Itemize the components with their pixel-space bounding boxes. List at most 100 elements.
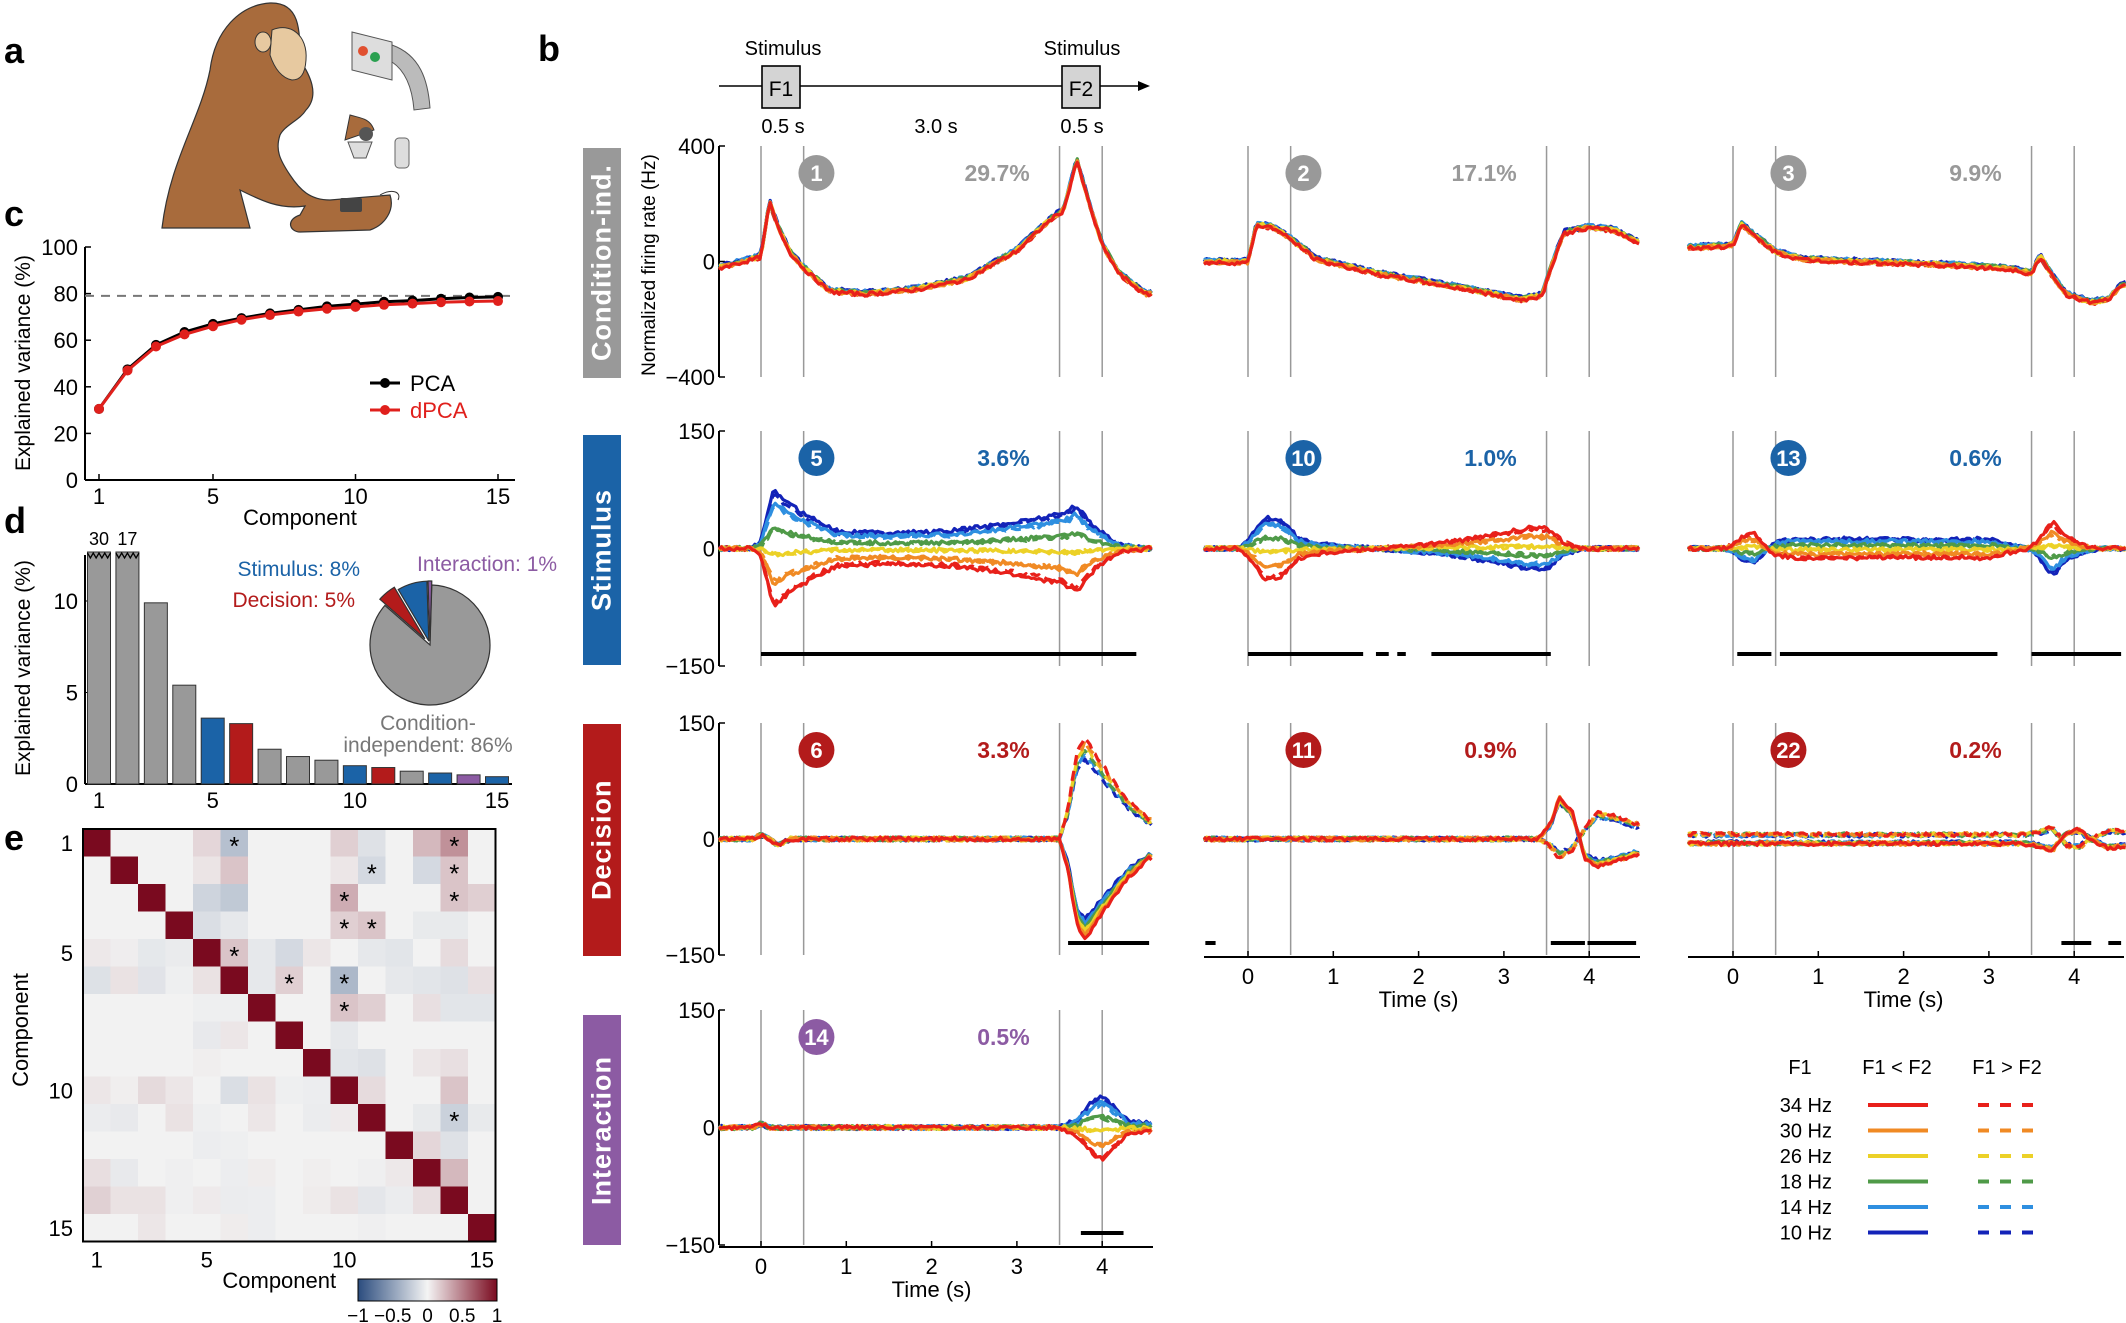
heatmap-cell <box>193 1021 221 1050</box>
trace-panel-3: 3 9.9% <box>1686 146 2126 377</box>
colorbar-tick-label: −0.5 <box>374 1306 412 1323</box>
trace-dashed-18hz <box>718 749 1152 848</box>
trace-solid-30hz <box>1203 794 1640 868</box>
c-point-dpca <box>322 303 332 314</box>
heatmap-cell <box>275 939 304 967</box>
heatmap-cell <box>358 1186 386 1215</box>
explained-variance-label: 1.0% <box>1464 445 1516 471</box>
c-legend-marker <box>380 378 390 388</box>
heatmap-cell <box>138 829 166 857</box>
b-x-tick-label: 1 <box>1327 964 1339 989</box>
heatmap-cell-diagonal <box>468 1214 496 1242</box>
c-point-dpca <box>379 299 389 310</box>
heatmap-cell <box>193 1131 221 1160</box>
heatmap-cell <box>358 1021 386 1050</box>
heatmap-cell <box>385 994 414 1022</box>
c-point-dpca <box>236 314 247 325</box>
d-bar <box>485 776 509 785</box>
heatmap-cell <box>193 911 221 940</box>
heatmap-cell-diagonal <box>275 1021 304 1050</box>
c-x-tick-label: 1 <box>93 484 105 509</box>
heatmap-cell <box>83 884 111 912</box>
heatmap-cell <box>83 1104 111 1132</box>
heatmap-cell <box>330 911 359 940</box>
explained-variance-label: 3.3% <box>977 737 1029 763</box>
component-badge <box>798 155 835 191</box>
heatmap-cell-diagonal <box>83 829 111 857</box>
b-x-tick-label: 4 <box>2068 964 2080 989</box>
heatmap-cell <box>275 829 304 857</box>
heatmap-cell <box>248 911 276 940</box>
heatmap-cell <box>220 1214 249 1242</box>
c-x-tick-label: 15 <box>486 484 510 509</box>
d-bar <box>200 717 225 785</box>
heatmap-cell <box>275 1186 304 1215</box>
heatmap-cell <box>193 1186 221 1215</box>
d-bar <box>257 748 282 785</box>
monkey-body <box>161 2 392 233</box>
component-number: 14 <box>804 1025 829 1050</box>
trace-solid-34hz <box>1203 223 1640 303</box>
f2-duration: 0.5 s <box>1060 116 1103 138</box>
heatmap-cell-diagonal <box>110 856 139 885</box>
f1-box <box>761 65 801 109</box>
heatmap-cell <box>275 1159 304 1187</box>
monkey-face <box>269 27 307 81</box>
heatmap-cell <box>138 856 166 885</box>
heatmap-cell <box>413 1186 441 1215</box>
heatmap-cell <box>413 1104 441 1132</box>
b-y-tick-label: −150 <box>665 943 715 968</box>
explained-variance-label: 17.1% <box>1451 160 1516 186</box>
heatmap-cell <box>330 856 359 885</box>
heatmap-cell <box>413 1214 441 1242</box>
heatmap-cell <box>248 966 276 995</box>
heatmap-cell-diagonal <box>193 939 221 967</box>
panel-label-d: d <box>4 500 26 541</box>
trace-panel-14: 150 0 −150 0 1 2 3 4 Time (s) 14 0.5% <box>665 998 1153 1302</box>
heatmap-cell <box>110 966 139 995</box>
heatmap-cell <box>165 1049 194 1077</box>
trace-solid-30hz <box>718 159 1152 297</box>
heatmap-cell <box>165 1159 194 1187</box>
heatmap-cell <box>248 1214 276 1242</box>
heatmap-cell <box>413 994 441 1022</box>
e-y-tick-label: 10 <box>49 1078 73 1103</box>
wrist-band <box>340 198 362 212</box>
heatmap-cell-diagonal <box>413 1159 441 1187</box>
timeline-arrow-icon <box>1138 81 1150 91</box>
f1-label: F1 <box>769 78 794 101</box>
heatmap-cell <box>358 856 386 885</box>
significance-asterisk: * <box>339 996 349 1026</box>
legend-header-f1-less-f2: F1 < F2 <box>1862 1057 1931 1079</box>
d-bar <box>87 551 111 785</box>
b-x-tick-label: 1 <box>840 1254 852 1279</box>
heatmap-cell <box>440 829 469 857</box>
trace-dashed-34hz <box>1687 825 2126 851</box>
heatmap-cell-diagonal <box>385 1131 414 1160</box>
c-point-dpca <box>407 298 418 309</box>
heatmap-cell <box>138 1186 166 1215</box>
d-bar <box>314 759 339 785</box>
trace-solid-30hz <box>1687 529 2126 558</box>
heatmap-cell <box>248 1076 276 1105</box>
heatmap-cell <box>193 966 221 995</box>
legend-label: 14 Hz <box>1780 1197 1832 1219</box>
significance-asterisk: * <box>449 858 459 888</box>
component-badge <box>1770 732 1807 768</box>
heatmap-cell <box>248 1104 276 1132</box>
heatmap-cell <box>275 1104 304 1132</box>
heatmap-cell <box>110 829 139 857</box>
component-badge <box>1285 155 1322 191</box>
b-x-tick-label: 3 <box>1498 964 1510 989</box>
heatmap-cell-diagonal <box>358 1104 386 1132</box>
heatmap-cell <box>220 829 249 857</box>
heatmap-cell <box>165 884 194 912</box>
trace-solid-18hz <box>718 157 1153 296</box>
c-point-dpca <box>293 306 304 317</box>
heatmap-cell <box>440 1159 469 1187</box>
component-number: 11 <box>1292 738 1315 763</box>
significance-asterisk: * <box>449 831 459 861</box>
heatmap-cell <box>83 911 111 940</box>
